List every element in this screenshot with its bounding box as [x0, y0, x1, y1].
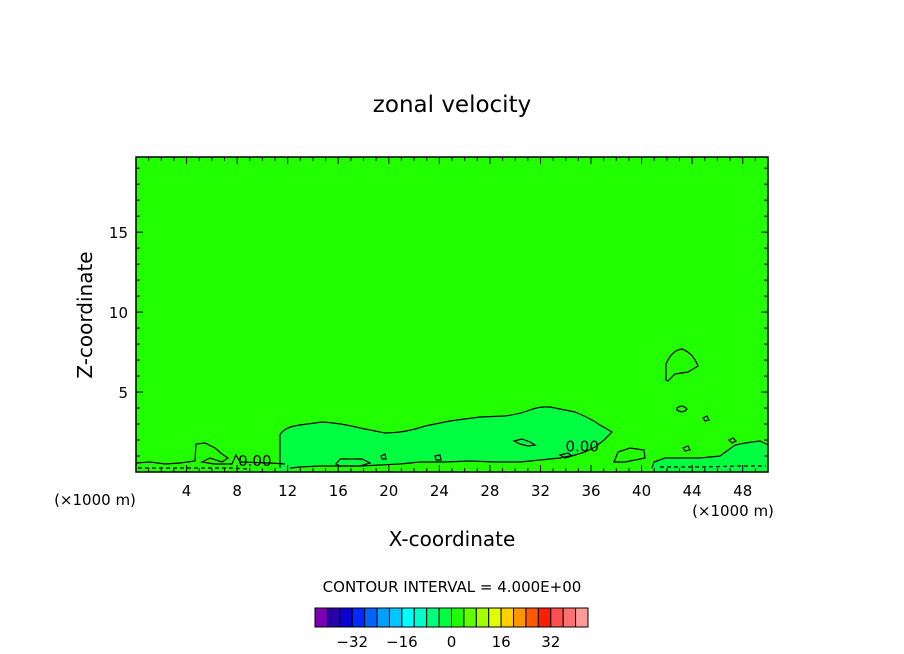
colorbar-swatch — [401, 607, 415, 628]
contour-zero-tiny-8 — [434, 454, 442, 461]
colorbar-swatch — [550, 607, 564, 628]
contour-zero-tiny-5 — [558, 452, 574, 459]
x-tick-label: 20 — [379, 482, 398, 500]
contour-negative-dashed — [138, 467, 251, 470]
positive-velocity-region — [280, 406, 612, 472]
colorbar-swatch — [463, 607, 477, 628]
x-tick-label: 28 — [480, 482, 499, 500]
x-tick-label: 12 — [278, 482, 297, 500]
y-tick-label: 5 — [118, 384, 128, 402]
x-tick-label: 8 — [232, 482, 242, 500]
x-tick-label: 4 — [182, 482, 192, 500]
colorbar-swatch — [314, 607, 328, 628]
contour-labels: 0.00 0.00 — [238, 437, 599, 469]
contour-lines — [135, 348, 769, 470]
contour-zero-right — [651, 440, 769, 469]
colorbar-tick-label: 16 — [492, 633, 511, 651]
colorbar-swatch — [488, 607, 502, 628]
x-tick-label: 44 — [683, 482, 702, 500]
contour-zero-small-1 — [613, 447, 646, 463]
contour-zero-tiny-2 — [702, 415, 710, 422]
velocity-field-background — [136, 157, 768, 472]
x-tick-label: 36 — [581, 482, 600, 500]
colorbar-swatch — [537, 607, 552, 628]
x-axis-ticks: 4 8 12 16 20 24 28 32 36 40 44 48 — [148, 157, 756, 500]
x-axis-label: X-coordinate — [389, 527, 516, 551]
colorbar-tick-label: −16 — [386, 633, 418, 651]
contour-zero-tiny-7 — [380, 453, 387, 460]
contour-zero-upper-island — [665, 348, 699, 382]
colorbar-swatch — [388, 607, 403, 628]
y-tick-label: 10 — [109, 304, 128, 322]
colorbar-swatch — [426, 607, 440, 628]
colorbar-tick-label: 0 — [447, 633, 457, 651]
contour-label: 0.00 — [238, 452, 271, 470]
contour-zero-left — [135, 442, 286, 465]
colorbar — [314, 607, 589, 628]
x-tick-label: 16 — [329, 482, 348, 500]
colorbar-swatch — [575, 607, 589, 628]
y-tick-label: 15 — [109, 224, 128, 242]
colorbar-swatch — [413, 607, 428, 628]
colorbar-swatch — [562, 607, 577, 628]
colorbar-swatch — [513, 607, 527, 628]
colorbar-swatch — [339, 607, 353, 628]
x-unit-label-left: (×1000 m) — [54, 491, 136, 509]
colorbar-swatch — [451, 607, 465, 628]
positive-velocity-region-right — [652, 441, 768, 472]
colorbar-swatch — [326, 607, 341, 628]
contour-interval-text: CONTOUR INTERVAL = 4.000E+00 — [323, 578, 582, 596]
colorbar-swatch — [500, 607, 515, 628]
contour-label: 0.00 — [565, 437, 598, 455]
colorbar-swatch — [364, 607, 378, 628]
contour-zero-tiny-6 — [727, 437, 738, 444]
y-axis-ticks: 5 10 15 — [109, 167, 768, 457]
contour-zero-tiny-3 — [682, 445, 691, 452]
contour-zero-mid-blob — [335, 458, 372, 467]
colorbar-swatch — [438, 607, 453, 628]
colorbar-swatch — [525, 607, 539, 628]
x-tick-label: 24 — [430, 482, 449, 500]
y-axis-label: Z-coordinate — [73, 251, 97, 378]
x-tick-label: 48 — [733, 482, 752, 500]
chart-title: zonal velocity — [373, 92, 531, 118]
colorbar-tick-label: 32 — [541, 633, 560, 651]
x-tick-label: 32 — [531, 482, 550, 500]
colorbar-swatch — [376, 607, 390, 628]
x-tick-label: 40 — [632, 482, 651, 500]
colorbar-swatch — [351, 607, 366, 628]
colorbar-tick-label: −32 — [336, 633, 368, 651]
colorbar-swatch — [475, 607, 490, 628]
contour-zero-main — [279, 406, 613, 469]
contour-zero-tiny-1 — [676, 405, 688, 413]
x-unit-label-right: (×1000 m) — [692, 502, 774, 520]
colorbar-tick-labels: −32 −16 0 16 32 — [336, 633, 560, 651]
contour-zero-tiny-4 — [512, 438, 537, 447]
contour-negative-dashed-right — [660, 465, 766, 468]
